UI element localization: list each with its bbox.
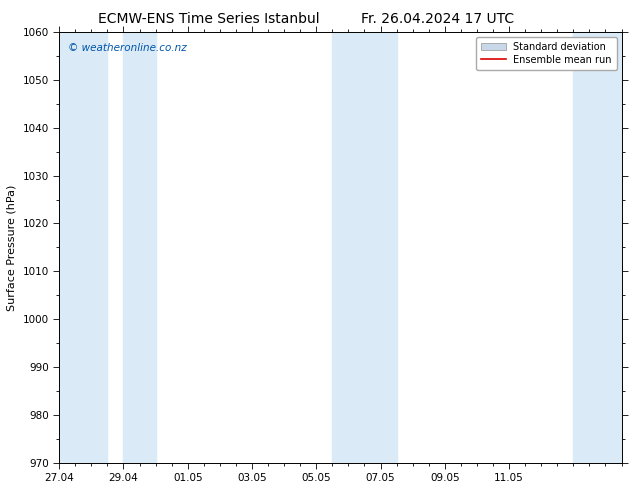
Bar — [573, 32, 621, 463]
Legend: Standard deviation, Ensemble mean run: Standard deviation, Ensemble mean run — [476, 37, 617, 70]
Text: ECMW-ENS Time Series Istanbul: ECMW-ENS Time Series Istanbul — [98, 12, 320, 26]
Bar — [332, 32, 396, 463]
Y-axis label: Surface Pressure (hPa): Surface Pressure (hPa) — [7, 184, 17, 311]
Bar — [59, 32, 107, 463]
Text: Fr. 26.04.2024 17 UTC: Fr. 26.04.2024 17 UTC — [361, 12, 514, 26]
Text: © weatheronline.co.nz: © weatheronline.co.nz — [68, 43, 186, 53]
Bar — [124, 32, 155, 463]
